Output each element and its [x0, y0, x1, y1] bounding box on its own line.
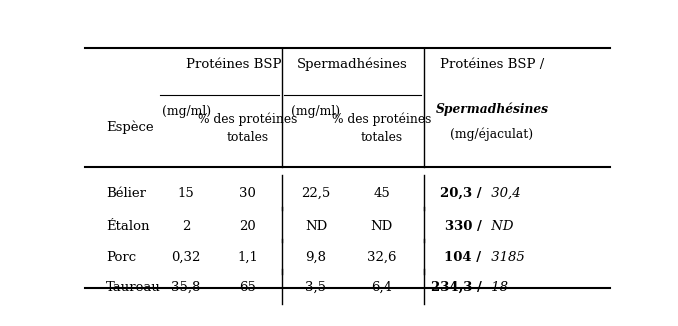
Text: 0,32: 0,32	[172, 251, 201, 264]
Text: Taureau: Taureau	[106, 281, 161, 294]
Text: Porc: Porc	[106, 251, 136, 264]
Text: Espèce: Espèce	[106, 120, 153, 134]
Text: ND: ND	[305, 220, 327, 233]
Text: 15: 15	[178, 187, 195, 200]
Text: 234,3 /: 234,3 /	[431, 281, 481, 294]
Text: 3,5: 3,5	[306, 281, 326, 294]
Text: 30,4: 30,4	[487, 187, 520, 200]
Text: totales: totales	[226, 130, 268, 143]
Text: Spermadhésines: Spermadhésines	[435, 103, 549, 116]
Text: Bélier: Bélier	[106, 187, 146, 200]
Text: 45: 45	[374, 187, 390, 200]
Text: % des protéines: % des protéines	[198, 113, 298, 126]
Text: 6,4: 6,4	[371, 281, 392, 294]
Text: Protéines BSP: Protéines BSP	[186, 58, 282, 71]
Text: 35,8: 35,8	[172, 281, 201, 294]
Text: 30: 30	[239, 187, 256, 200]
Text: (mg/ml): (mg/ml)	[292, 105, 340, 118]
Text: 104 /: 104 /	[444, 251, 481, 264]
Text: ND: ND	[487, 220, 513, 233]
Text: 3185: 3185	[487, 251, 525, 264]
Text: (mg/éjaculat): (mg/éjaculat)	[450, 128, 534, 141]
Text: Étalon: Étalon	[106, 220, 149, 233]
Text: (mg/ml): (mg/ml)	[161, 105, 211, 118]
Text: 20,3 /: 20,3 /	[440, 187, 481, 200]
Text: Protéines BSP /: Protéines BSP /	[440, 58, 544, 71]
Text: Spermadhésines: Spermadhésines	[298, 57, 408, 71]
Text: 1,1: 1,1	[237, 251, 258, 264]
Text: 20: 20	[239, 220, 256, 233]
Text: totales: totales	[361, 130, 403, 143]
Text: 9,8: 9,8	[306, 251, 326, 264]
Text: ND: ND	[370, 220, 393, 233]
Text: 2: 2	[182, 220, 191, 233]
Text: % des protéines: % des protéines	[332, 113, 431, 126]
Text: 32,6: 32,6	[367, 251, 397, 264]
Text: 18: 18	[487, 281, 508, 294]
Text: 65: 65	[239, 281, 256, 294]
Text: 330 /: 330 /	[445, 220, 481, 233]
Text: 22,5: 22,5	[301, 187, 331, 200]
